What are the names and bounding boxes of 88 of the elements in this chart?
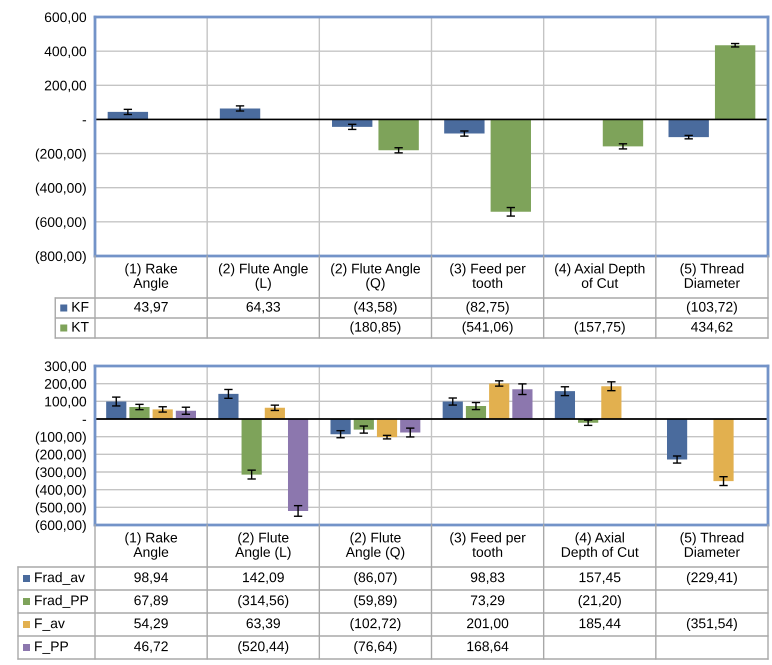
data-label: (180,85) bbox=[350, 322, 400, 334]
x-tick-label: (2) Flute Angle (Q) bbox=[346, 532, 404, 560]
data-label: (541,06) bbox=[462, 322, 513, 334]
y-tick-label: (300,00) bbox=[36, 466, 86, 480]
data-label: 46,72 bbox=[134, 641, 168, 653]
bar bbox=[220, 108, 260, 120]
data-label: 73,29 bbox=[470, 595, 504, 607]
y-tick-label: (200,00) bbox=[36, 449, 86, 462]
x-tick-label: (3) Feed per tooth bbox=[450, 532, 526, 557]
y-tick-label: 600,00 bbox=[44, 12, 86, 24]
data-label: 67,89 bbox=[134, 595, 168, 607]
y-tick-label: 300,00 bbox=[44, 361, 86, 373]
data-label: (157,75) bbox=[574, 322, 625, 334]
bar bbox=[554, 391, 576, 419]
data-label: (43,58) bbox=[354, 302, 397, 314]
bar bbox=[489, 383, 510, 419]
legend-label: KF bbox=[72, 302, 88, 312]
x-tick-label: (5) Thread Diameter bbox=[680, 532, 744, 557]
x-tick-label: (5) Thread Diameter bbox=[680, 263, 744, 288]
bar bbox=[106, 402, 126, 419]
data-label: (21,20) bbox=[578, 595, 621, 608]
data-label: 98,94 bbox=[134, 572, 168, 584]
legend-label: F_PP bbox=[35, 642, 68, 654]
data-label: 168,64 bbox=[467, 641, 508, 653]
data-label: 157,45 bbox=[580, 572, 620, 584]
bar bbox=[668, 119, 709, 138]
y-tick-label: 400,00 bbox=[44, 46, 86, 58]
y-tick-label: (600,00) bbox=[36, 520, 86, 533]
data-label: 98,83 bbox=[470, 572, 504, 584]
data-label: 185,44 bbox=[580, 618, 621, 630]
y-tick-label: 200,00 bbox=[44, 80, 86, 92]
data-label: (314,56) bbox=[238, 595, 288, 608]
y-tick-label: (100,00) bbox=[36, 432, 86, 445]
legend-label: F_av bbox=[35, 618, 65, 631]
x-tick-label: (2) Flute Angle (L) bbox=[235, 532, 291, 560]
legend-label: Frad_av bbox=[35, 572, 85, 585]
bar bbox=[376, 419, 398, 438]
data-label: 63,39 bbox=[246, 618, 280, 630]
data-label: (103,72) bbox=[686, 302, 737, 314]
bar bbox=[713, 419, 734, 482]
data-label: (229,41) bbox=[686, 572, 737, 585]
bar bbox=[444, 119, 485, 134]
bar bbox=[490, 119, 531, 212]
data-label: (351,54) bbox=[686, 618, 737, 631]
bar bbox=[400, 419, 420, 433]
bar bbox=[330, 419, 351, 434]
legend-label: Frad_PP bbox=[35, 595, 88, 608]
bar bbox=[288, 419, 308, 511]
data-label: (82,75) bbox=[466, 302, 509, 314]
x-tick-label: (3) Feed per tooth bbox=[450, 263, 526, 288]
data-label: (76,64) bbox=[354, 641, 397, 654]
y-tick-label: (400,00) bbox=[36, 484, 86, 498]
y-tick-label: (500,00) bbox=[36, 502, 86, 516]
data-label: 142,09 bbox=[243, 572, 284, 584]
x-tick-label: (2) Flute Angle (Q) bbox=[331, 263, 420, 291]
x-tick-label: (1) Rake Angle bbox=[125, 263, 178, 291]
y-tick-label: (200,00) bbox=[36, 148, 86, 162]
y-tick-label: 100,00 bbox=[45, 396, 86, 408]
data-label: (86,07) bbox=[354, 572, 397, 585]
data-label: (102,72) bbox=[350, 618, 400, 631]
bar bbox=[602, 119, 644, 146]
bar bbox=[666, 419, 688, 460]
data-label: (59,89) bbox=[354, 595, 397, 608]
bar bbox=[601, 386, 622, 419]
x-tick-label: (2) Flute Angle (L) bbox=[218, 263, 308, 291]
data-label: 434,62 bbox=[691, 322, 732, 334]
data-label: (520,44) bbox=[238, 641, 288, 654]
x-tick-label: (4) Axial Depth of Cut bbox=[555, 263, 644, 288]
data-label: 201,00 bbox=[467, 618, 508, 630]
legend-label: KT bbox=[72, 322, 89, 332]
y-tick-label: (400,00) bbox=[36, 182, 86, 196]
y-tick-label: (600,00) bbox=[36, 216, 86, 230]
y-tick-label: - bbox=[82, 120, 86, 122]
data-label: 64,33 bbox=[246, 302, 280, 314]
y-tick-label: - bbox=[82, 420, 86, 421]
bar bbox=[512, 389, 533, 419]
x-tick-label: (4) Axial Depth of Cut bbox=[562, 532, 639, 560]
data-label: 54,29 bbox=[134, 618, 168, 630]
y-tick-label: 200,00 bbox=[44, 379, 86, 390]
bar bbox=[466, 406, 486, 419]
data-label: 43,97 bbox=[134, 302, 168, 314]
x-tick-label: (1) Rake Angle bbox=[125, 532, 178, 560]
bar bbox=[218, 394, 239, 419]
bar bbox=[714, 45, 756, 120]
bar bbox=[378, 119, 419, 150]
bar bbox=[242, 419, 262, 475]
y-tick-label: (800,00) bbox=[36, 250, 86, 264]
bar bbox=[442, 402, 463, 419]
